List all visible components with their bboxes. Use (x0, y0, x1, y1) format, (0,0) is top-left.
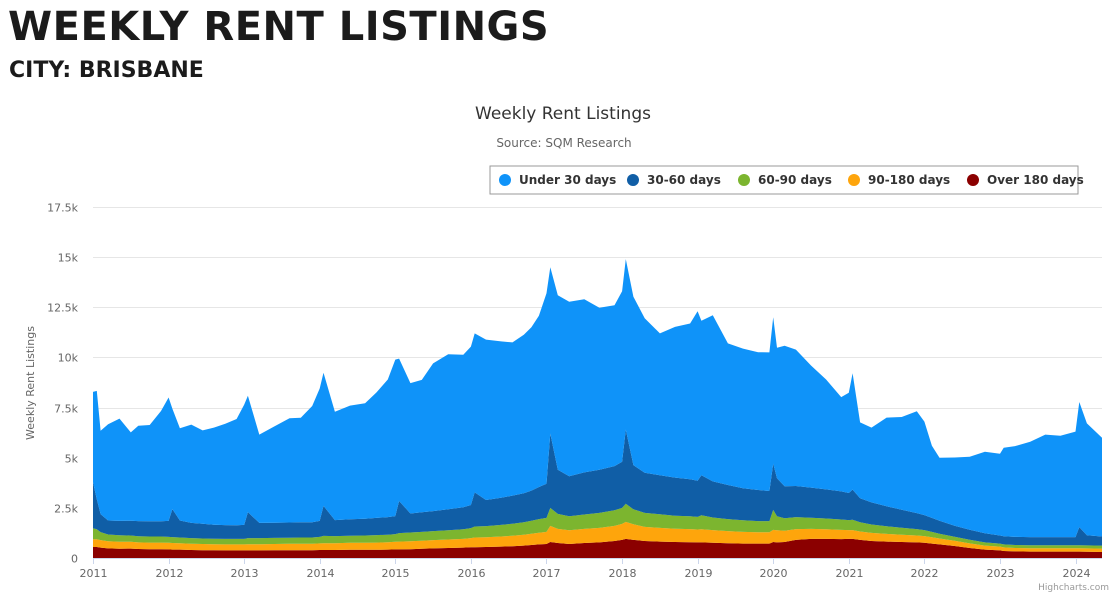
y-tick-label: 2.5k (54, 503, 78, 516)
legend-label: 90-180 days (868, 173, 950, 187)
legend-symbol (848, 174, 860, 186)
y-tick-label: 15k (58, 252, 79, 265)
legend-item-under-30-days[interactable]: Under 30 days (499, 173, 616, 187)
y-axis: 0 2.5k 5k 7.5k 10k 12.5k 15k 17.5k (47, 202, 78, 566)
legend-label: 60-90 days (758, 173, 832, 187)
x-axis: 2011 2012 2013 2014 2015 2016 2017 2018 2019 2020… (80, 558, 1091, 580)
y-tick-label: 12.5k (47, 302, 78, 315)
x-tick-label: 2021 (836, 567, 864, 580)
x-tick-label: 2014 (307, 567, 335, 580)
x-tick-label: 2016 (458, 567, 486, 580)
x-tick-label: 2018 (609, 567, 637, 580)
series-areas (93, 259, 1102, 558)
y-tick-label: 7.5k (54, 403, 78, 416)
y-axis-title: Weekly Rent Listings (24, 326, 37, 440)
x-tick-label: 2017 (533, 567, 561, 580)
legend-symbol (627, 174, 639, 186)
legend-label: Under 30 days (519, 173, 616, 187)
chart-subtitle: Source: SQM Research (496, 136, 631, 150)
credits[interactable]: Highcharts.com (1038, 583, 1109, 593)
x-tick-label: 2013 (231, 567, 259, 580)
legend-label: 30-60 days (647, 173, 721, 187)
x-tick-label: 2024 (1063, 567, 1091, 580)
page-title: WEEKLY RENT LISTINGS (8, 4, 550, 50)
legend-symbol (738, 174, 750, 186)
legend-item-60-90-days[interactable]: 60-90 days (738, 173, 832, 187)
legend-item-over-180-days[interactable]: Over 180 days (967, 173, 1084, 187)
legend[interactable]: Under 30 days 30-60 days 60-90 days 90-180 … (489, 165, 1084, 195)
legend-label: Over 180 days (987, 173, 1084, 187)
legend-box (489, 165, 1079, 195)
x-tick-label: 2011 (80, 567, 108, 580)
page-subtitle: CITY: BRISBANE (9, 58, 204, 83)
y-tick-label: 0 (71, 553, 78, 566)
area-over-180-days[interactable] (93, 538, 1102, 558)
x-tick-label: 2022 (911, 567, 939, 580)
x-tick-label: 2012 (156, 567, 184, 580)
area-90-180-days[interactable] (93, 521, 1102, 552)
legend-symbol (967, 174, 979, 186)
legend-item-30-60-days[interactable]: 30-60 days (627, 173, 721, 187)
y-tick-label: 17.5k (47, 202, 78, 215)
y-tick-label: 10k (58, 352, 79, 365)
chart-title: Weekly Rent Listings (475, 104, 651, 124)
y-tick-label: 5k (65, 453, 79, 466)
legend-symbol (499, 174, 511, 186)
x-tick-label: 2015 (382, 567, 410, 580)
x-tick-label: 2019 (685, 567, 713, 580)
area-under-30-days[interactable] (93, 259, 1102, 538)
area-60-90-days[interactable] (93, 503, 1102, 549)
legend-item-90-180-days[interactable]: 90-180 days (848, 173, 950, 187)
x-tick-label: 2023 (987, 567, 1015, 580)
x-tick-label: 2020 (760, 567, 788, 580)
area-30-60-days[interactable] (93, 429, 1102, 546)
